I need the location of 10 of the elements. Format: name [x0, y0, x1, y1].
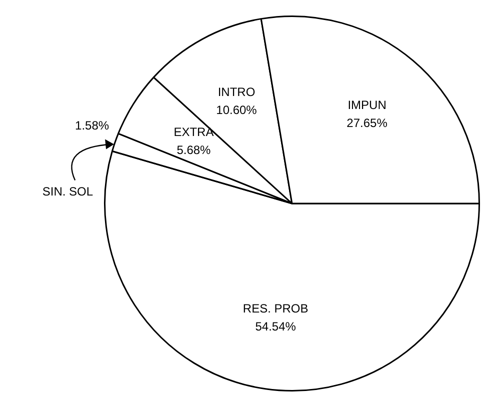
data-label: 54.54% — [255, 320, 296, 334]
data-label: 10.60% — [216, 102, 258, 117]
slice-label: RES. PROB — [242, 302, 308, 316]
slice-label: INTRO — [218, 84, 256, 99]
data-label: 27.65% — [346, 116, 388, 130]
slice-label: SIN. SOL — [42, 184, 94, 199]
data-label: 5.68% — [176, 143, 212, 158]
data-label: 1.58% — [75, 118, 110, 133]
slice-label: EXTRA — [174, 125, 214, 140]
slice-label: IMPUN — [348, 98, 386, 112]
